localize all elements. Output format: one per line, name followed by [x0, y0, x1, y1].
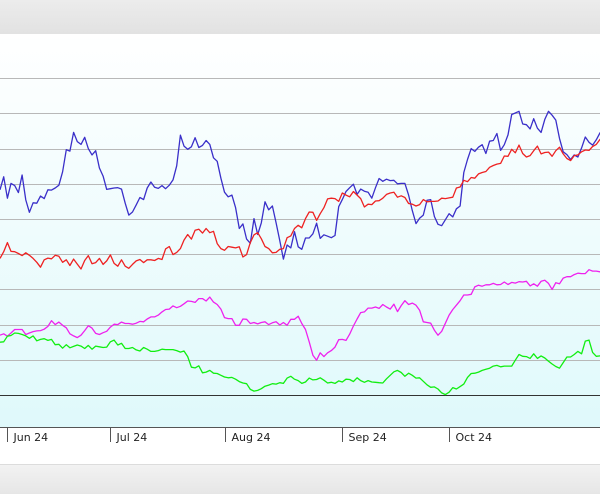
x-tick-label: Sep 24: [349, 431, 387, 444]
plot-area: [0, 34, 600, 428]
series-line-4: [0, 332, 600, 396]
series-line-3: [0, 269, 600, 361]
x-tick-label: Aug 24: [232, 431, 271, 444]
x-tick-label: Oct 24: [456, 431, 493, 444]
bottom-band: [0, 464, 600, 494]
series-line-1: [0, 110, 600, 260]
x-tick-label: Jun 24: [13, 431, 49, 444]
x-axis: Jun 24 Jul 24 Aug 24 Sep 24 Oct 24: [0, 427, 600, 444]
x-tick-label: Jul 24: [116, 431, 148, 444]
series-line-2: [0, 138, 600, 270]
series-lines: [0, 110, 600, 396]
